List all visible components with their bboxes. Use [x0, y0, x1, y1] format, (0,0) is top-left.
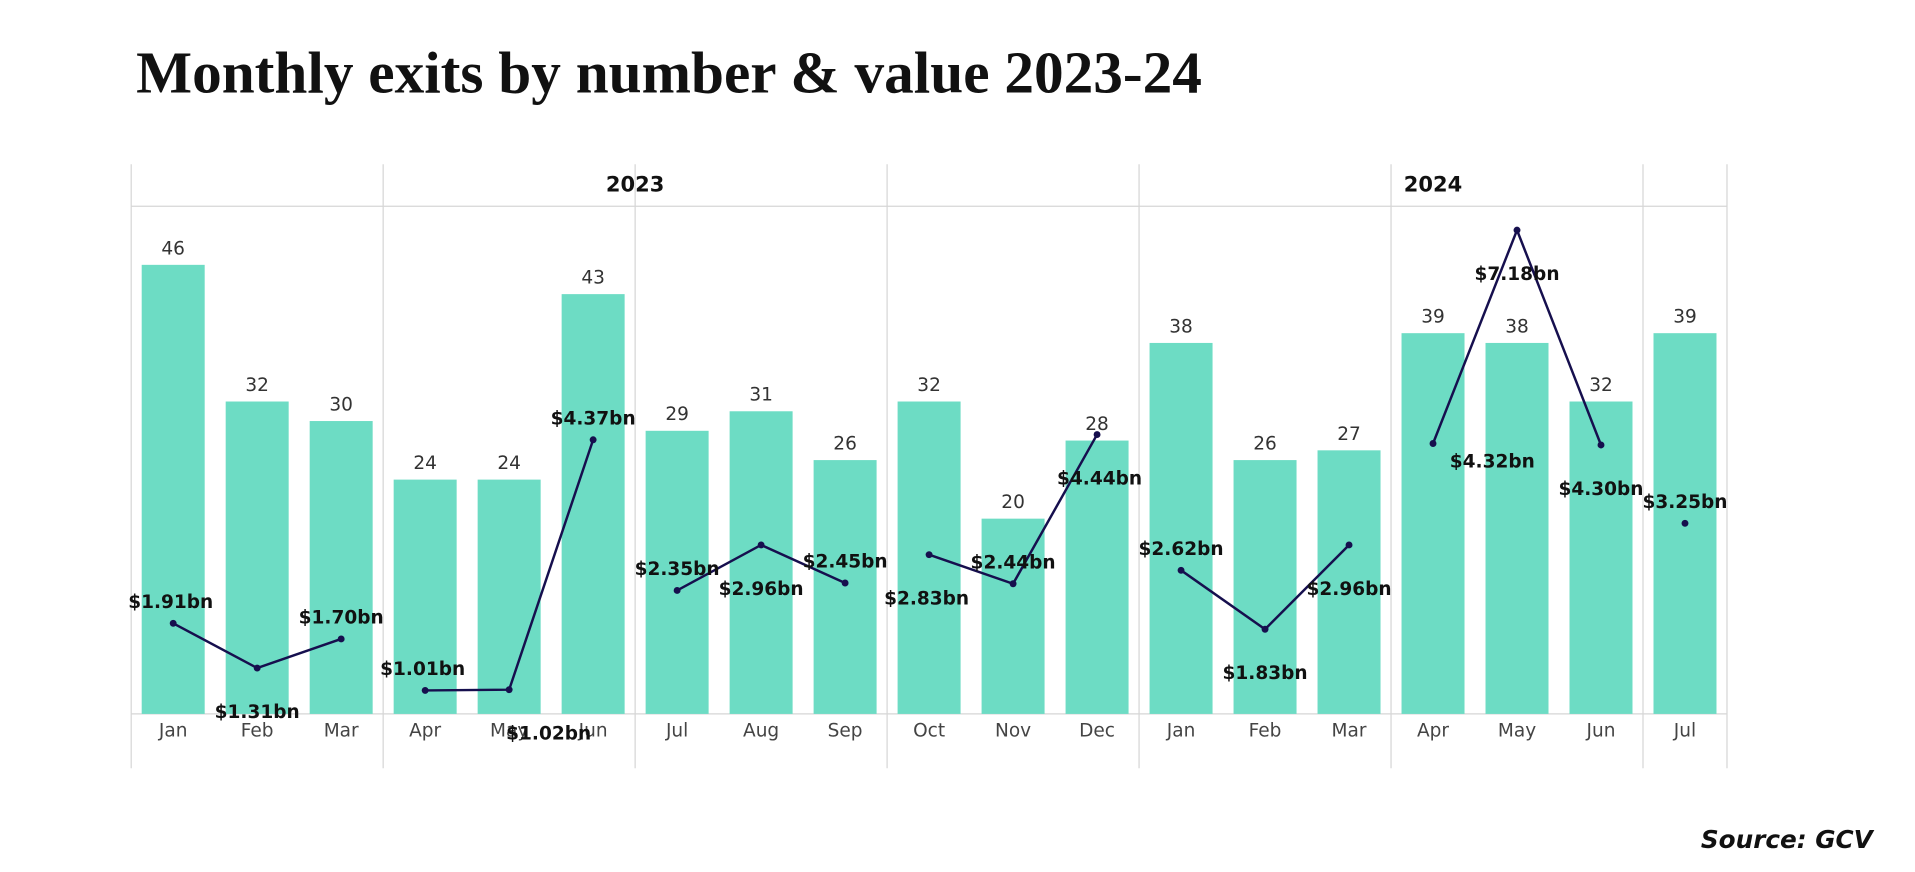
- x-tick-label: Jan: [1166, 721, 1196, 742]
- bar: [1569, 401, 1633, 714]
- x-tick-label: May: [490, 721, 528, 742]
- value-label: $2.62bn: [1139, 539, 1224, 560]
- bar-label: 31: [749, 385, 773, 406]
- value-label: $1.01bn: [380, 659, 465, 680]
- value-label: $2.45bn: [803, 552, 888, 573]
- bar-label: 30: [329, 394, 353, 415]
- value-label: $2.96bn: [1307, 579, 1392, 600]
- bar-label: 24: [413, 453, 437, 474]
- x-tick-label: Feb: [241, 721, 274, 742]
- value-label: $3.25bn: [1642, 492, 1727, 513]
- x-tick-label: Jun: [1586, 721, 1616, 742]
- value-label: $2.35bn: [635, 559, 720, 580]
- value-label: $4.44bn: [1057, 469, 1142, 490]
- value-label: $7.18bn: [1475, 264, 1560, 285]
- value-point: [673, 587, 681, 594]
- value-label: $2.44bn: [971, 552, 1056, 573]
- value-label: $2.83bn: [884, 589, 969, 610]
- value-point: [421, 686, 429, 694]
- bar: [729, 411, 793, 714]
- bar-label: 43: [581, 268, 605, 289]
- bar-label: 32: [1589, 375, 1613, 396]
- x-tick-label: Dec: [1079, 721, 1115, 742]
- bar: [813, 460, 877, 714]
- x-tick-label: May: [1498, 721, 1536, 742]
- x-tick-label: Jul: [1673, 721, 1696, 742]
- bar: [1233, 460, 1297, 714]
- bar: [1317, 450, 1381, 714]
- bar-label: 46: [161, 238, 185, 259]
- value-point: [1681, 519, 1689, 527]
- x-tick-label: Feb: [1249, 721, 1282, 742]
- value-label: $4.30bn: [1558, 479, 1643, 500]
- value-point: [1513, 226, 1521, 234]
- value-point: [169, 619, 177, 627]
- bar-label: 39: [1421, 307, 1445, 328]
- x-tick-label: Mar: [1332, 721, 1367, 742]
- x-tick-label: Apr: [1417, 721, 1449, 742]
- bar: [1485, 342, 1549, 714]
- bar: [141, 264, 205, 714]
- x-tick-label: Jun: [578, 721, 608, 742]
- x-tick-label: Mar: [324, 721, 359, 742]
- bar: [1065, 440, 1129, 714]
- bar-label: 32: [245, 375, 269, 396]
- bar-label: 26: [833, 434, 857, 455]
- bar-label: 38: [1169, 316, 1193, 337]
- value-label: $1.70bn: [299, 607, 384, 628]
- value-label: $1.91bn: [128, 592, 213, 613]
- value-label: $4.37bn: [551, 408, 636, 429]
- bar-label: 38: [1505, 316, 1529, 337]
- x-tick-label: Jul: [665, 721, 688, 742]
- value-point: [757, 541, 765, 549]
- bar-label: 24: [497, 453, 521, 474]
- bar-label: 39: [1673, 307, 1697, 328]
- value-point: [1009, 580, 1017, 588]
- year-label: 2024: [1404, 172, 1462, 196]
- value-point: [1177, 566, 1185, 574]
- value-point: [1429, 440, 1437, 447]
- x-tick-label: Apr: [409, 721, 441, 742]
- x-tick-label: Nov: [995, 721, 1031, 742]
- value-point: [589, 436, 597, 444]
- x-tick-label: Sep: [828, 721, 863, 742]
- value-point: [337, 635, 345, 643]
- bar: [477, 479, 541, 714]
- value-label: $4.32bn: [1450, 452, 1535, 473]
- bar: [393, 479, 457, 714]
- bar: [309, 421, 373, 714]
- bar: [645, 430, 709, 714]
- value-label: $1.02bn: [506, 724, 591, 745]
- value-label: $2.96bn: [719, 579, 804, 600]
- x-tick-label: Aug: [743, 721, 779, 742]
- bar: [981, 518, 1045, 714]
- value-label: $1.31bn: [215, 702, 300, 723]
- value-point: [925, 551, 933, 559]
- value-point: [1093, 431, 1101, 439]
- x-tick-label: Jan: [158, 721, 188, 742]
- bar-label: 29: [665, 404, 689, 425]
- bar-label: 27: [1337, 424, 1361, 445]
- source: Source: GCV: [1701, 825, 1875, 854]
- value-point: [1597, 441, 1605, 449]
- bar-label: 20: [1001, 492, 1025, 513]
- value-point: [1345, 541, 1353, 549]
- bar-label: 26: [1253, 434, 1277, 455]
- bar-label: 32: [917, 375, 941, 396]
- value-point: [1261, 625, 1269, 633]
- x-tick-label: Oct: [913, 721, 945, 742]
- bar: [1149, 342, 1213, 714]
- chart-title: Monthly exits by number & value 2023-24: [136, 40, 1202, 106]
- value-point: [505, 686, 513, 694]
- value-point: [841, 579, 849, 587]
- bar: [1401, 333, 1465, 714]
- value-point: [253, 664, 261, 672]
- bar-label: 28: [1085, 414, 1109, 435]
- value-label: $1.83bn: [1223, 663, 1308, 684]
